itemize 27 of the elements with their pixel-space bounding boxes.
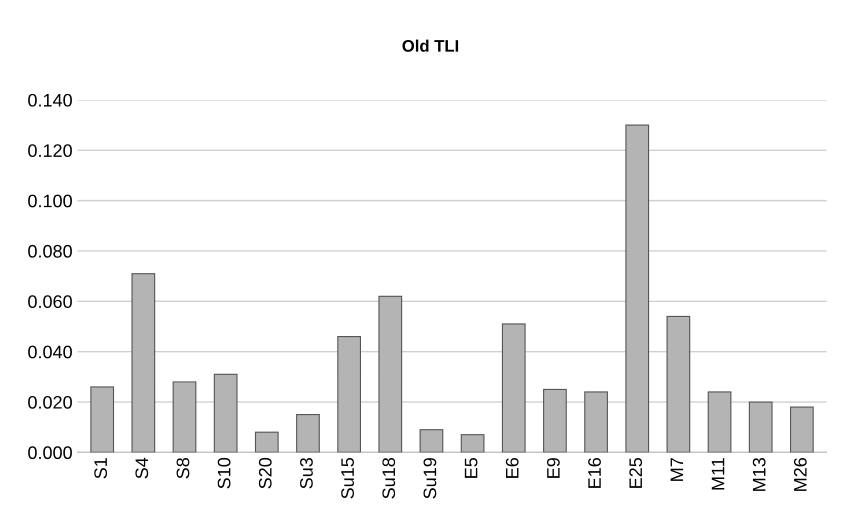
y-tick-label: 0.040	[28, 346, 72, 358]
x-tick-label: E5	[464, 458, 478, 478]
x-tick-label: S8	[176, 458, 190, 478]
x-tick-label: M13	[752, 458, 766, 491]
x-tick-label: Su15	[341, 458, 354, 499]
x-tick-label: Su3	[300, 458, 313, 489]
y-tick-label: 0.080	[28, 244, 72, 258]
y-tick-label: 0.060	[28, 295, 72, 308]
x-tick-label: M7	[670, 458, 684, 481]
y-tick-label: 0.120	[28, 144, 72, 158]
x-tick-label: Su19	[424, 458, 436, 499]
x-tick-label: S1	[94, 458, 108, 478]
x-tick-label: E16	[588, 458, 601, 488]
y-tick-label: 0.100	[28, 194, 72, 208]
chart-title: Old TLI	[402, 40, 458, 52]
y-tick-label: 0.140	[28, 94, 72, 107]
x-tick-label: S4	[135, 458, 148, 478]
y-tick-label: 0.000	[28, 446, 72, 460]
x-tick-label: M11	[712, 458, 724, 490]
x-tick-label: E9	[546, 458, 560, 478]
x-tick-label: M26	[794, 458, 807, 491]
x-tick-label: E6	[506, 458, 519, 478]
x-tick-label: Su18	[382, 458, 396, 499]
x-tick-label: S20	[258, 458, 272, 489]
x-tick-label: S10	[218, 458, 231, 489]
y-tick-label: 0.020	[28, 396, 72, 409]
x-tick-label: E25	[629, 458, 642, 488]
